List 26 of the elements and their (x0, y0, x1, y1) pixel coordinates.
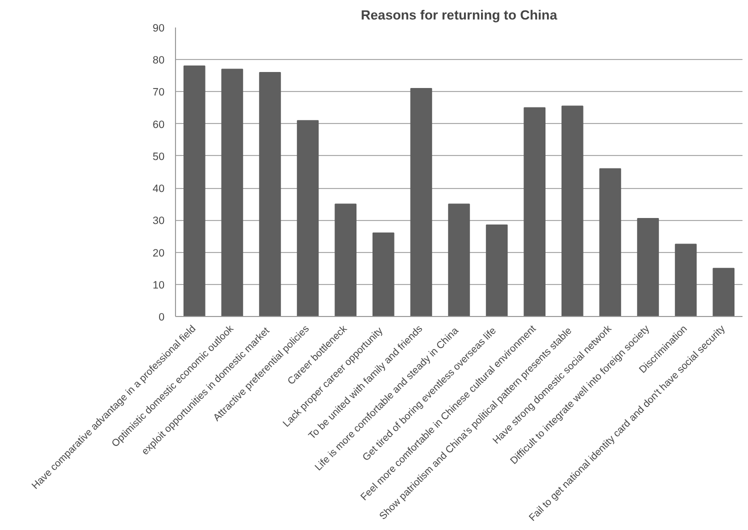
bar (712, 268, 734, 316)
chart-title: Reasons for returning to China (360, 8, 558, 22)
y-tick-label: 20 (152, 247, 165, 260)
bar (599, 168, 622, 316)
bar (410, 88, 432, 316)
y-tick-label: 80 (152, 54, 165, 67)
bar (296, 120, 319, 316)
y-tick-label: 10 (152, 279, 165, 292)
bar (486, 224, 508, 316)
y-tick-label: 90 (152, 22, 165, 34)
bar (448, 204, 470, 316)
bar (637, 218, 659, 316)
bar (562, 106, 584, 316)
bar (524, 107, 546, 316)
y-tick-label: 70 (152, 86, 165, 99)
y-tick-label: 60 (152, 118, 165, 131)
y-tick-label: 50 (152, 150, 165, 163)
bar (674, 244, 697, 316)
bar (334, 204, 356, 316)
bar (372, 232, 394, 316)
bar (184, 66, 206, 316)
bar (221, 68, 244, 316)
y-tick-label: 40 (152, 183, 165, 196)
bar (259, 72, 281, 316)
y-tick-label: 0 (158, 312, 165, 324)
y-tick-label: 30 (152, 215, 165, 228)
